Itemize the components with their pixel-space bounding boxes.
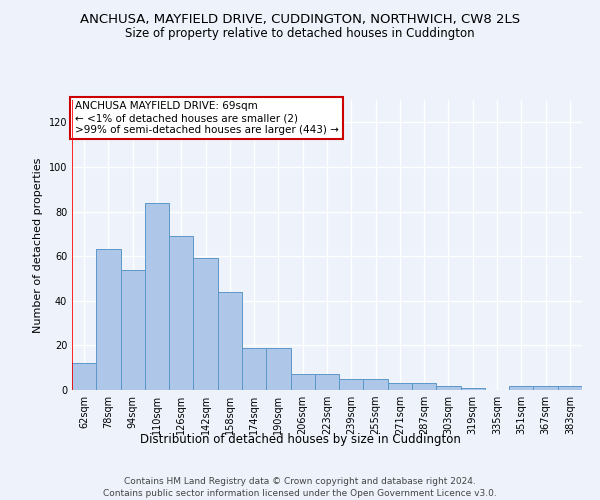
Bar [339, 379, 364, 390]
Text: Contains public sector information licensed under the Open Government Licence v3: Contains public sector information licen… [103, 489, 497, 498]
Text: ANCHUSA MAYFIELD DRIVE: 69sqm
← <1% of detached houses are smaller (2)
>99% of s: ANCHUSA MAYFIELD DRIVE: 69sqm ← <1% of d… [74, 102, 338, 134]
Text: Distribution of detached houses by size in Cuddington: Distribution of detached houses by size … [140, 432, 460, 446]
Bar [509, 386, 533, 390]
Bar [436, 386, 461, 390]
Bar [533, 386, 558, 390]
Text: Size of property relative to detached houses in Cuddington: Size of property relative to detached ho… [125, 28, 475, 40]
Bar [242, 348, 266, 390]
Bar [461, 388, 485, 390]
Bar [290, 374, 315, 390]
Text: Contains HM Land Registry data © Crown copyright and database right 2024.: Contains HM Land Registry data © Crown c… [124, 478, 476, 486]
Bar [218, 292, 242, 390]
Y-axis label: Number of detached properties: Number of detached properties [33, 158, 43, 332]
Bar [388, 384, 412, 390]
Bar [315, 374, 339, 390]
Bar [193, 258, 218, 390]
Bar [558, 386, 582, 390]
Bar [72, 363, 96, 390]
Bar [412, 384, 436, 390]
Text: ANCHUSA, MAYFIELD DRIVE, CUDDINGTON, NORTHWICH, CW8 2LS: ANCHUSA, MAYFIELD DRIVE, CUDDINGTON, NOR… [80, 12, 520, 26]
Bar [121, 270, 145, 390]
Bar [169, 236, 193, 390]
Bar [364, 379, 388, 390]
Bar [266, 348, 290, 390]
Bar [145, 202, 169, 390]
Bar [96, 250, 121, 390]
